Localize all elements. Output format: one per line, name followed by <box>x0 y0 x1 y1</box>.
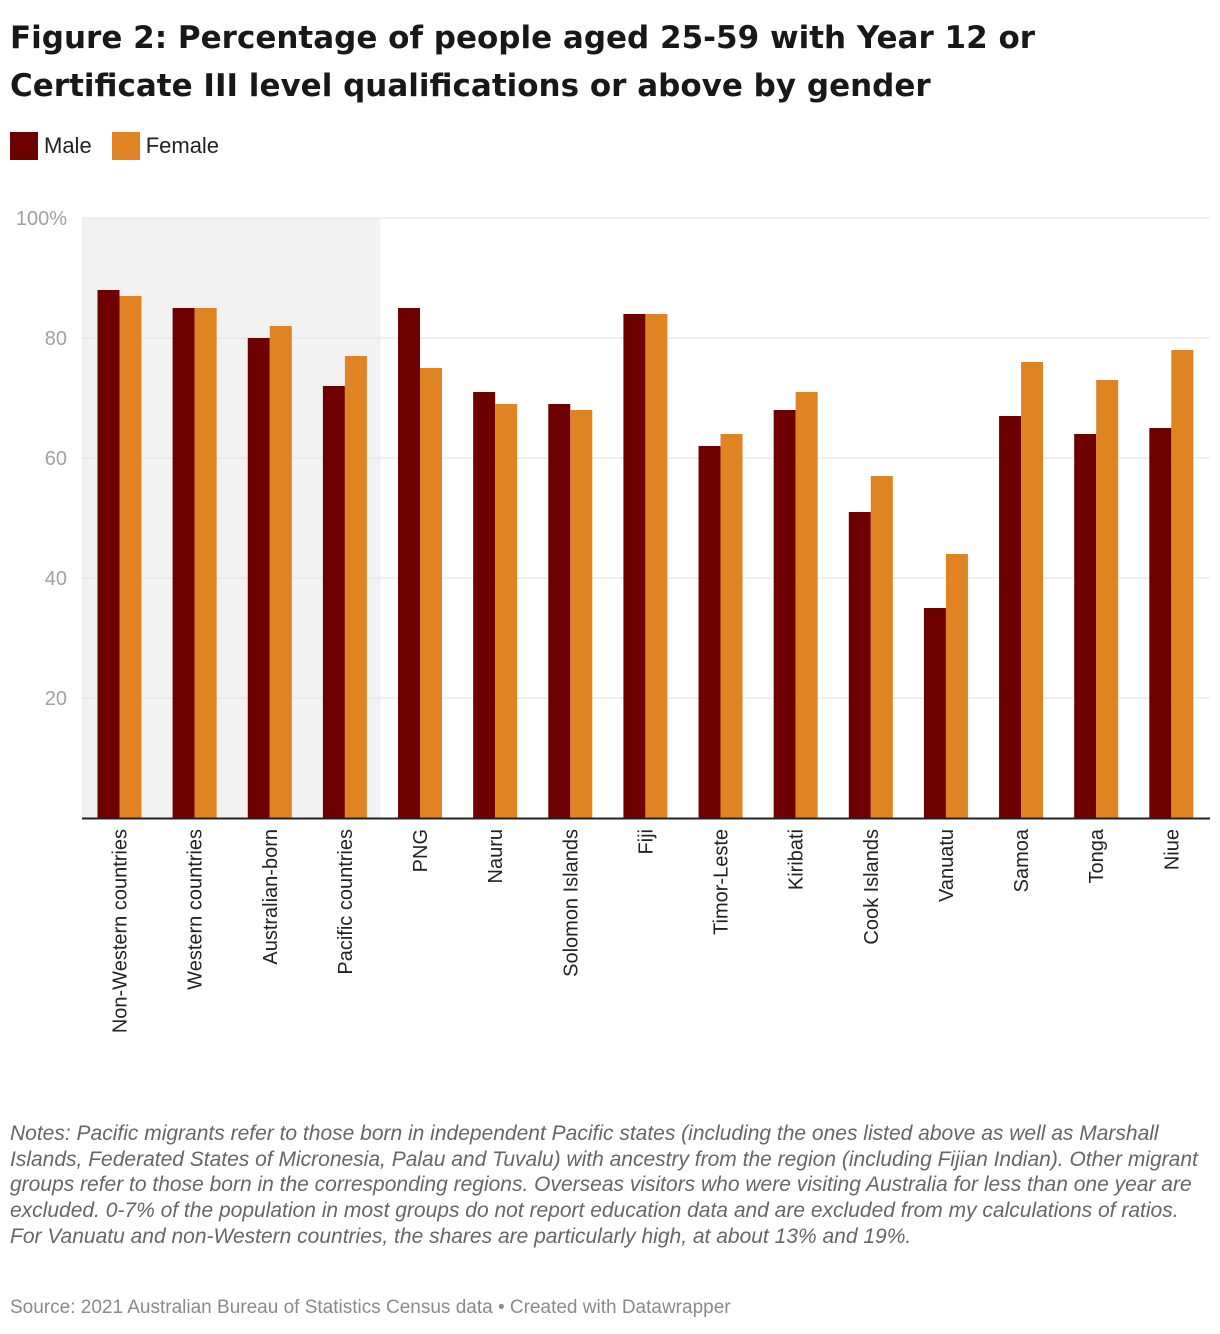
x-tick-label: Tonga <box>1086 828 1108 883</box>
bar-male <box>623 314 646 818</box>
x-tick-label: Western countries <box>185 829 207 990</box>
x-tick-label: Nauru <box>485 829 507 883</box>
x-tick-label: Kiribati <box>786 829 808 890</box>
bar-female <box>194 308 217 818</box>
bar-female <box>870 476 893 818</box>
bar-female <box>1021 362 1044 818</box>
bar-female <box>1171 350 1194 818</box>
bar-male <box>172 308 195 818</box>
chart-title: Figure 2: Percentage of people aged 25-5… <box>10 20 1036 104</box>
bar-male <box>923 608 946 818</box>
bar-female <box>119 296 142 818</box>
legend-swatch-female <box>111 132 140 160</box>
bar-female <box>1096 380 1119 818</box>
y-tick-label: 80 <box>45 328 67 350</box>
legend: Male Female <box>10 132 239 160</box>
y-tick-label: 60 <box>45 448 67 470</box>
x-tick-label: Australian-born <box>260 829 282 965</box>
legend-item-male: Male <box>10 132 92 160</box>
bar-female <box>269 326 292 818</box>
bar-male <box>1074 434 1097 818</box>
y-tick-label: 100% <box>16 208 67 230</box>
bar-male <box>548 404 571 818</box>
bar-female <box>570 410 593 818</box>
bar-male <box>848 512 871 818</box>
bar-female <box>720 434 743 818</box>
x-tick-label: Vanuatu <box>936 829 958 902</box>
bar-female <box>945 554 968 818</box>
bar-male <box>698 446 721 818</box>
bar-male <box>97 290 120 818</box>
x-tick-label: Niue <box>1161 829 1183 870</box>
chart-source: Source: 2021 Australian Bureau of Statis… <box>10 1297 731 1318</box>
legend-label-male: Male <box>44 133 92 158</box>
x-tick-label: Solomon Islands <box>560 829 582 977</box>
bar-female <box>645 314 668 818</box>
bar-chart: 20 40 60 80 100% Non-Western countries Western… <box>16 208 1210 1033</box>
bar-female <box>795 392 818 818</box>
x-tick-label: Samoa <box>1011 828 1033 892</box>
y-tick-label: 40 <box>45 568 67 590</box>
x-tick-label: Timor-Leste <box>711 829 733 935</box>
x-tick-label: Fiji <box>635 829 657 855</box>
bar-male <box>322 386 345 818</box>
legend-item-female: Female <box>111 132 220 160</box>
bar-male <box>247 338 270 818</box>
chart-notes: Notes: Pacific migrants refer to those b… <box>10 1122 1198 1248</box>
bar-male <box>1149 428 1172 818</box>
bar-male <box>773 410 796 818</box>
x-tick-label: Non-Western countries <box>110 829 132 1033</box>
bar-female <box>344 356 367 818</box>
legend-swatch-male <box>10 132 38 160</box>
bar-male <box>999 416 1022 818</box>
y-tick-label: 20 <box>45 688 67 710</box>
bar-male <box>398 308 421 818</box>
bar-male <box>473 392 496 818</box>
bar-female <box>420 368 443 818</box>
bar-female <box>495 404 518 818</box>
x-tick-label: Cook Islands <box>861 829 883 945</box>
x-tick-label: Pacific countries <box>335 829 357 975</box>
legend-label-female: Female <box>145 133 220 158</box>
x-tick-label: PNG <box>410 829 432 872</box>
